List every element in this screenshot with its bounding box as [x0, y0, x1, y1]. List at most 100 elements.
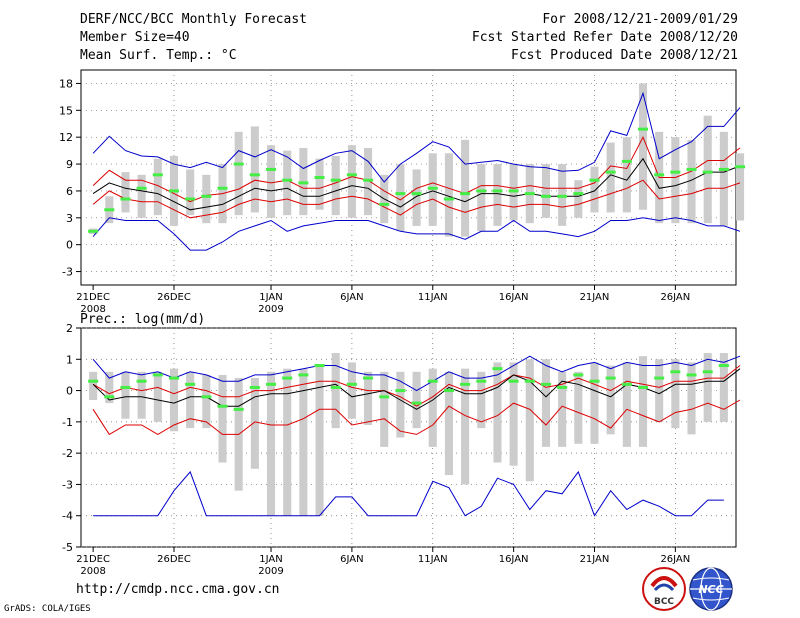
- precip-panel-title: Prec.: log(mm/d): [80, 312, 205, 327]
- spread-box: [202, 374, 211, 429]
- bcc-logo-text: BCC: [654, 597, 674, 607]
- spread-box: [266, 145, 276, 218]
- y-tick-label: 6: [66, 185, 73, 198]
- observed-mark: [735, 165, 746, 169]
- observed-mark: [314, 364, 325, 368]
- x-year-label: 2009: [258, 304, 283, 315]
- spread-box: [477, 371, 486, 429]
- observed-mark: [266, 167, 277, 171]
- p90-line: [92, 136, 741, 203]
- observed-mark: [621, 382, 632, 386]
- observed-mark: [217, 186, 228, 190]
- max-line: [92, 91, 741, 183]
- observed-mark: [152, 373, 163, 377]
- spread-box: [121, 172, 130, 213]
- source-url[interactable]: http://cmdp.ncc.cma.gov.cn: [76, 582, 280, 597]
- median-line: [92, 157, 741, 211]
- observed-mark: [379, 202, 390, 206]
- observed-mark: [540, 382, 551, 386]
- forecast-period-label: For 2008/12/21-2009/01/29: [542, 12, 738, 27]
- y-tick-label: 15: [59, 104, 73, 117]
- ncc-logo-text: NCC: [698, 583, 723, 596]
- observed-mark: [152, 173, 163, 177]
- observed-mark: [460, 382, 471, 386]
- member-size-label: Member Size=40: [80, 30, 190, 45]
- observed-mark: [298, 373, 309, 377]
- spread-box: [266, 371, 276, 516]
- spread-box: [703, 353, 712, 422]
- observed-mark: [670, 370, 681, 374]
- spread-box: [574, 180, 583, 218]
- observed-mark: [185, 382, 196, 386]
- grads-credit: GrADS: COLA/IGES: [4, 604, 91, 614]
- observed-mark: [573, 192, 584, 196]
- observed-mark: [120, 197, 131, 201]
- x-tick-label: 26JAN: [660, 554, 690, 565]
- spread-box: [638, 83, 648, 210]
- observed-mark: [589, 178, 600, 182]
- spread-box: [250, 126, 259, 213]
- observed-mark: [702, 170, 713, 174]
- observed-mark: [427, 379, 438, 383]
- observed-mark: [330, 178, 341, 182]
- x-tick-label: 6JAN: [340, 292, 363, 303]
- observed-mark: [557, 194, 568, 198]
- spread-box: [461, 368, 470, 485]
- forecast-started-label: Fcst Started Refer Date 2008/12/20: [471, 30, 738, 45]
- observed-mark: [686, 373, 697, 377]
- spread-box: [444, 371, 453, 476]
- spread-box: [89, 371, 98, 400]
- plot-frame: [80, 327, 737, 548]
- y-tick-label: 3: [66, 212, 73, 225]
- observed-mark: [638, 385, 649, 389]
- spread-box: [606, 142, 615, 213]
- observed-mark: [168, 376, 179, 380]
- observed-mark: [411, 192, 422, 196]
- spread-box: [283, 150, 292, 216]
- observed-mark: [298, 181, 309, 185]
- x-tick-label: 21DEC: [76, 554, 110, 565]
- spread-box: [687, 139, 696, 224]
- spread-box: [234, 131, 243, 216]
- y-tick-label: 18: [59, 77, 73, 90]
- observed-mark: [88, 229, 99, 233]
- spread-box: [396, 164, 405, 232]
- spread-box: [655, 359, 664, 422]
- variable-label: Mean Surf. Temp.: °C: [80, 48, 237, 63]
- spread-box: [671, 137, 680, 224]
- spread-box: [105, 371, 114, 404]
- y-tick-label: 0: [66, 239, 73, 252]
- observed-mark: [654, 376, 665, 380]
- observed-mark: [104, 395, 115, 399]
- observed-mark: [476, 379, 487, 383]
- spread-box: [347, 145, 356, 218]
- observed-mark: [395, 192, 406, 196]
- spread-box: [622, 362, 631, 447]
- spread-box: [380, 371, 389, 447]
- observed-mark: [492, 367, 503, 371]
- observed-mark: [621, 159, 632, 163]
- y-tick-label: -5: [62, 541, 73, 554]
- x-tick-label: 26DEC: [157, 554, 191, 565]
- spread-box: [606, 365, 615, 435]
- spread-box: [315, 365, 324, 516]
- observed-mark: [524, 379, 535, 383]
- spread-box: [736, 153, 745, 221]
- observed-mark: [136, 186, 147, 190]
- spread-box: [493, 362, 502, 463]
- spread-box: [590, 362, 599, 444]
- x-tick-label: 26JAN: [660, 292, 690, 303]
- spread-box: [202, 174, 211, 224]
- spread-box: [444, 153, 453, 237]
- observed-mark: [443, 389, 454, 393]
- spread-box: [331, 156, 340, 216]
- spread-box: [331, 353, 340, 429]
- p10-line: [92, 179, 741, 219]
- spread-box: [428, 368, 437, 447]
- observed-mark: [233, 162, 244, 166]
- spread-box: [638, 356, 648, 447]
- y-tick-label: -1: [62, 416, 73, 429]
- y-tick-label: -3: [62, 478, 73, 491]
- spread-box: [412, 169, 421, 226]
- observed-mark: [702, 370, 713, 374]
